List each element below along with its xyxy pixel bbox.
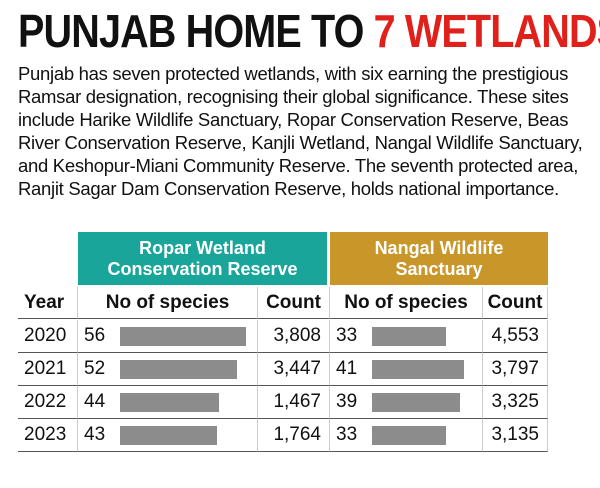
species-count: 43 bbox=[78, 419, 258, 452]
count: 4,553 bbox=[483, 320, 548, 353]
year: 2023 bbox=[18, 419, 78, 452]
species-bar bbox=[120, 360, 237, 379]
species-count: 39 bbox=[330, 386, 483, 419]
title-highlight: 7 WETLANDS bbox=[373, 5, 600, 57]
species-bar bbox=[120, 327, 246, 346]
column-header: Year bbox=[18, 287, 78, 319]
count: 3,325 bbox=[483, 386, 548, 419]
count: 3,808 bbox=[258, 320, 330, 353]
species-count: 52 bbox=[78, 353, 258, 386]
species-bar bbox=[120, 426, 217, 445]
species-count: 33 bbox=[330, 419, 483, 452]
species-bar bbox=[372, 327, 447, 346]
species-count: 33 bbox=[330, 320, 483, 353]
count: 1,764 bbox=[258, 419, 330, 452]
species-count: 41 bbox=[330, 353, 483, 386]
title: PUNJAB HOME TO 7 WETLANDS bbox=[18, 6, 600, 56]
column-header: Count bbox=[483, 287, 548, 319]
count: 3,797 bbox=[483, 353, 548, 386]
group-header: Ropar Wetland Conservation Reserve bbox=[78, 232, 327, 285]
column-header: Count bbox=[258, 287, 330, 319]
group-header: Nangal Wildlife Sanctuary bbox=[330, 232, 548, 285]
column-header: No of species bbox=[78, 287, 258, 319]
species-bar bbox=[372, 393, 460, 412]
species-count: 44 bbox=[78, 386, 258, 419]
year: 2021 bbox=[18, 353, 78, 386]
species-bar bbox=[120, 393, 219, 412]
count: 3,135 bbox=[483, 419, 548, 452]
species-count: 56 bbox=[78, 320, 258, 353]
title-text: PUNJAB HOME TO bbox=[18, 5, 364, 57]
species-bar bbox=[372, 426, 447, 445]
count: 3,447 bbox=[258, 353, 330, 386]
species-bar bbox=[372, 360, 465, 379]
year: 2020 bbox=[18, 320, 78, 353]
year: 2022 bbox=[18, 386, 78, 419]
count: 1,467 bbox=[258, 386, 330, 419]
column-header: No of species bbox=[330, 287, 483, 319]
intro-text: Punjab has seven protected wetlands, wit… bbox=[18, 63, 583, 199]
